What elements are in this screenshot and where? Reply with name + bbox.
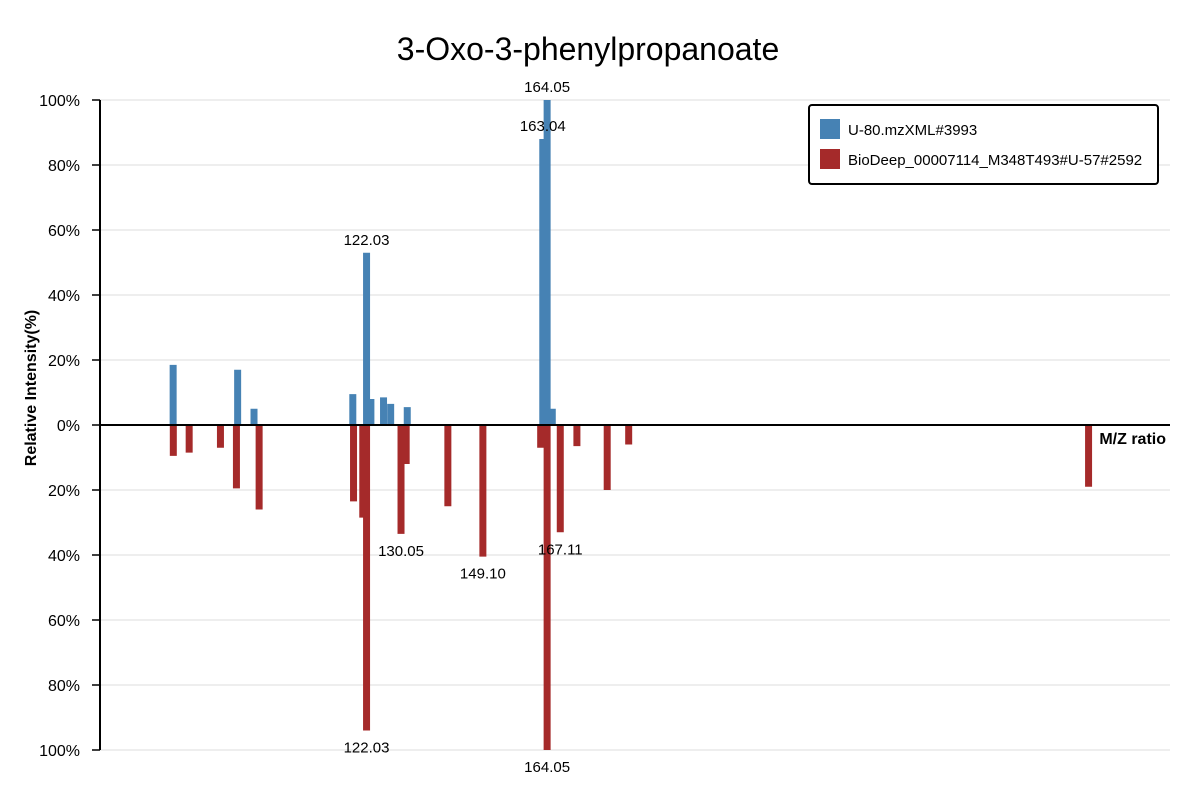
y-tick-label: 60%: [48, 223, 80, 240]
y-tick-label: 80%: [48, 158, 80, 175]
reference-peak-bar: [556, 425, 564, 533]
reference-peak-bar: [185, 425, 193, 453]
y-tick-label: 100%: [39, 93, 80, 110]
legend: U-80.mzXML#3993 BioDeep_00007114_M348T49…: [808, 104, 1159, 185]
reference-peak-label: 122.03: [344, 740, 390, 757]
query-peak-bar: [234, 369, 242, 425]
query-peak-bar: [403, 407, 411, 425]
reference-peak-label: 130.05: [378, 543, 424, 560]
chart-title: 3-Oxo-3-phenylpropanoate: [397, 31, 779, 67]
query-peak-bar: [543, 100, 551, 425]
reference-peak-bar: [216, 425, 224, 448]
y-axis-title: Relative Intensity(%): [23, 310, 40, 466]
reference-peak-bar: [397, 425, 405, 534]
query-peak-label: 163.04: [520, 118, 566, 135]
reference-peak-bar: [537, 425, 545, 448]
reference-peak-bar: [603, 425, 611, 490]
query-peak-bar: [539, 139, 547, 425]
y-tick-label: 20%: [48, 353, 80, 370]
reference-peak-bar: [169, 425, 177, 456]
reference-peak-bar: [350, 425, 358, 502]
legend-box: [808, 104, 1159, 185]
query-peak-bar: [367, 399, 375, 425]
query-peak-bar: [363, 252, 371, 425]
query-peak-bar: [548, 408, 556, 425]
query-peak-bar: [387, 403, 395, 425]
query-peak-bar: [380, 397, 388, 425]
query-peak-label: 164.05: [524, 79, 570, 96]
legend-label-reference: BioDeep_00007114_M348T493#U-57#2592: [848, 152, 1142, 169]
peak-labels: 122.03 163.04 164.05 122.03 130.05 149.10 164.…: [344, 79, 583, 776]
reference-peak-bar: [402, 425, 410, 464]
query-peak-label: 122.03: [344, 232, 390, 249]
x-axis-title: M/Z ratio: [1099, 431, 1166, 448]
axes: [99, 100, 1170, 750]
reference-peak-bar: [1085, 425, 1093, 487]
query-peak-bar: [169, 364, 177, 425]
y-axis-ticks: 100% 80% 60% 40% 20% 0% 20% 40% 60% 80% 100%: [39, 93, 100, 760]
reference-peak-bar: [359, 425, 367, 518]
reference-peak-bar: [232, 425, 240, 489]
reference-peak-bar: [363, 425, 371, 731]
y-tick-label: 100%: [39, 743, 80, 760]
y-tick-label: 0%: [57, 418, 80, 435]
query-peak-bar: [349, 394, 357, 425]
legend-label-query: U-80.mzXML#3993: [848, 122, 977, 139]
reference-peak-label: 164.05: [524, 759, 570, 776]
y-tick-label: 40%: [48, 288, 80, 305]
reference-peak-bar: [573, 425, 581, 447]
reference-peak-label: 167.11: [538, 541, 583, 558]
legend-swatch-query: [820, 119, 840, 139]
y-tick-label: 20%: [48, 483, 80, 500]
reference-peak-bar: [255, 425, 263, 510]
reference-peak-bar: [444, 425, 452, 507]
reference-peak-bar: [625, 425, 633, 445]
legend-swatch-reference: [820, 149, 840, 169]
query-peak-bar: [250, 408, 258, 425]
peak-bars: [169, 100, 1093, 750]
reference-peak-bar: [479, 425, 487, 557]
y-tick-label: 40%: [48, 548, 80, 565]
reference-peak-label: 149.10: [460, 566, 506, 583]
grid-lines: [100, 99, 1170, 751]
y-tick-label: 60%: [48, 613, 80, 630]
reference-peak-bar: [543, 425, 551, 750]
y-tick-label: 80%: [48, 678, 80, 695]
